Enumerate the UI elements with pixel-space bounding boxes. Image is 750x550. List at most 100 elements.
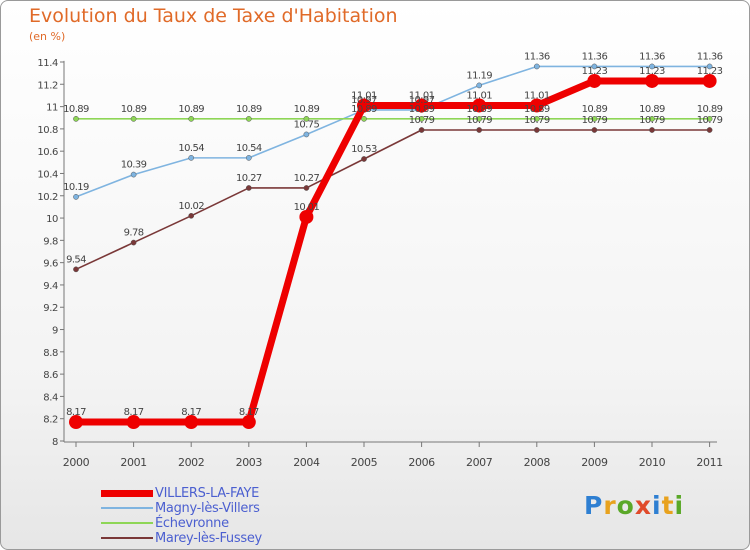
data-point: [591, 63, 598, 70]
x-tick-label: 2005: [351, 456, 378, 469]
data-point: [706, 63, 713, 70]
data-point: [533, 116, 540, 122]
y-tick-label: 10.4: [37, 169, 58, 180]
data-label: 10.39: [121, 160, 147, 171]
data-point: [126, 415, 141, 430]
data-label: 10.27: [236, 173, 262, 184]
legend-swatch: [101, 537, 153, 539]
data-point: [414, 98, 429, 113]
logo-letter: t: [661, 491, 675, 520]
series-line: [72, 77, 714, 426]
data-label: 11.19: [466, 70, 492, 81]
data-point: [245, 155, 252, 161]
data-point: [130, 116, 137, 122]
data-point: [529, 98, 544, 113]
y-tick-label: 9.8: [43, 236, 58, 247]
data-label: 10.19: [63, 182, 89, 193]
data-point: [418, 116, 425, 122]
y-tick-label: 8: [52, 437, 58, 448]
data-point: [69, 415, 83, 430]
data-point: [357, 98, 371, 113]
legend-label: Marey-lès-Fussey: [155, 530, 262, 546]
y-tick-label: 11.2: [37, 80, 58, 91]
y-tick-label: 9.4: [43, 281, 58, 292]
data-label: 10.97: [409, 95, 435, 106]
y-tick-label: 8.8: [43, 348, 58, 359]
data-label: 11.23: [697, 66, 723, 77]
logo-letter: o: [616, 491, 635, 520]
logo-letter: x: [634, 491, 652, 520]
data-label: 10.01: [294, 202, 320, 213]
data-point: [476, 116, 483, 122]
data-label: 8.17: [66, 407, 86, 418]
data-label: 11.36: [639, 51, 665, 62]
data-point: [476, 127, 483, 133]
data-point: [73, 266, 79, 273]
y-tick-label: 10.2: [37, 192, 58, 203]
unit-label: (en %): [29, 30, 66, 43]
data-label: 10.89: [63, 104, 89, 115]
data-point: [702, 73, 717, 88]
y-tick-label: 11: [46, 103, 58, 114]
x-tick-label: 2004: [293, 456, 320, 469]
y-tick-label: 10: [46, 214, 58, 225]
data-label: 9.78: [124, 228, 144, 239]
y-tick-label: 8.4: [43, 392, 58, 403]
data-label: 10.89: [697, 104, 723, 115]
data-point: [130, 171, 137, 178]
data-point: [241, 415, 256, 430]
data-point: [245, 185, 252, 191]
axes: 8 8.2 8.4 8.6 8.8 9 9.2 9.4 9.6 9.8 10 10.2 10.4 10.6…: [37, 58, 723, 469]
data-label: 10.02: [178, 201, 204, 212]
legend-item-villers: VILLERS-LA-FAYE: [101, 485, 260, 501]
data-point: [130, 239, 137, 246]
legend-item-magny: Magny-lès-Villers: [101, 501, 260, 516]
data-label: 10.53: [351, 144, 377, 155]
data-label: 11.23: [639, 66, 665, 77]
data-point: [533, 127, 540, 133]
data-point: [188, 155, 195, 161]
logo-letter: P: [584, 491, 604, 520]
legend-swatch: [101, 522, 153, 524]
data-label: 10.54: [178, 143, 204, 154]
data-label: 10.89: [236, 104, 262, 115]
y-tick-label: 9.2: [43, 303, 58, 314]
x-tick-label: 2006: [408, 456, 435, 469]
data-label: 10.79: [582, 115, 608, 126]
legend-item-marey: Marey-lès-Fussey: [101, 530, 262, 546]
series-line: [75, 65, 711, 198]
y-tick-label: 9.6: [43, 259, 58, 270]
data-point: [645, 73, 659, 88]
data-label: 10.89: [178, 104, 204, 115]
data-label: 10.89: [351, 104, 377, 115]
data-point: [303, 131, 310, 138]
data-label: 10.89: [524, 104, 550, 115]
legend-label: VILLERS-LA-FAYE: [155, 485, 260, 501]
data-label: 11.01: [351, 90, 377, 101]
data-label: 11.23: [582, 66, 608, 77]
series-lines: [69, 63, 717, 430]
data-point: [587, 73, 602, 88]
x-tick-label: 2000: [63, 456, 90, 469]
data-point: [245, 116, 252, 122]
x-tick-label: 2009: [581, 456, 608, 469]
data-label: 10.27: [294, 173, 320, 184]
logo-letter: r: [603, 491, 617, 520]
data-label: 10.97: [351, 95, 377, 106]
data-label: 10.89: [582, 104, 608, 115]
data-point: [418, 127, 425, 133]
data-point: [706, 116, 713, 122]
y-tick-label: 10.8: [37, 125, 58, 136]
data-label: 10.89: [294, 104, 320, 115]
data-label: 10.79: [524, 115, 550, 126]
logo-letter: i: [674, 491, 685, 520]
data-label: 11.36: [697, 51, 723, 62]
data-label: 10.54: [236, 143, 262, 154]
data-point: [533, 63, 540, 70]
y-tick-label: 8.6: [43, 370, 58, 381]
data-point: [591, 127, 598, 133]
data-label: 11.36: [582, 51, 608, 62]
data-point: [303, 116, 310, 122]
